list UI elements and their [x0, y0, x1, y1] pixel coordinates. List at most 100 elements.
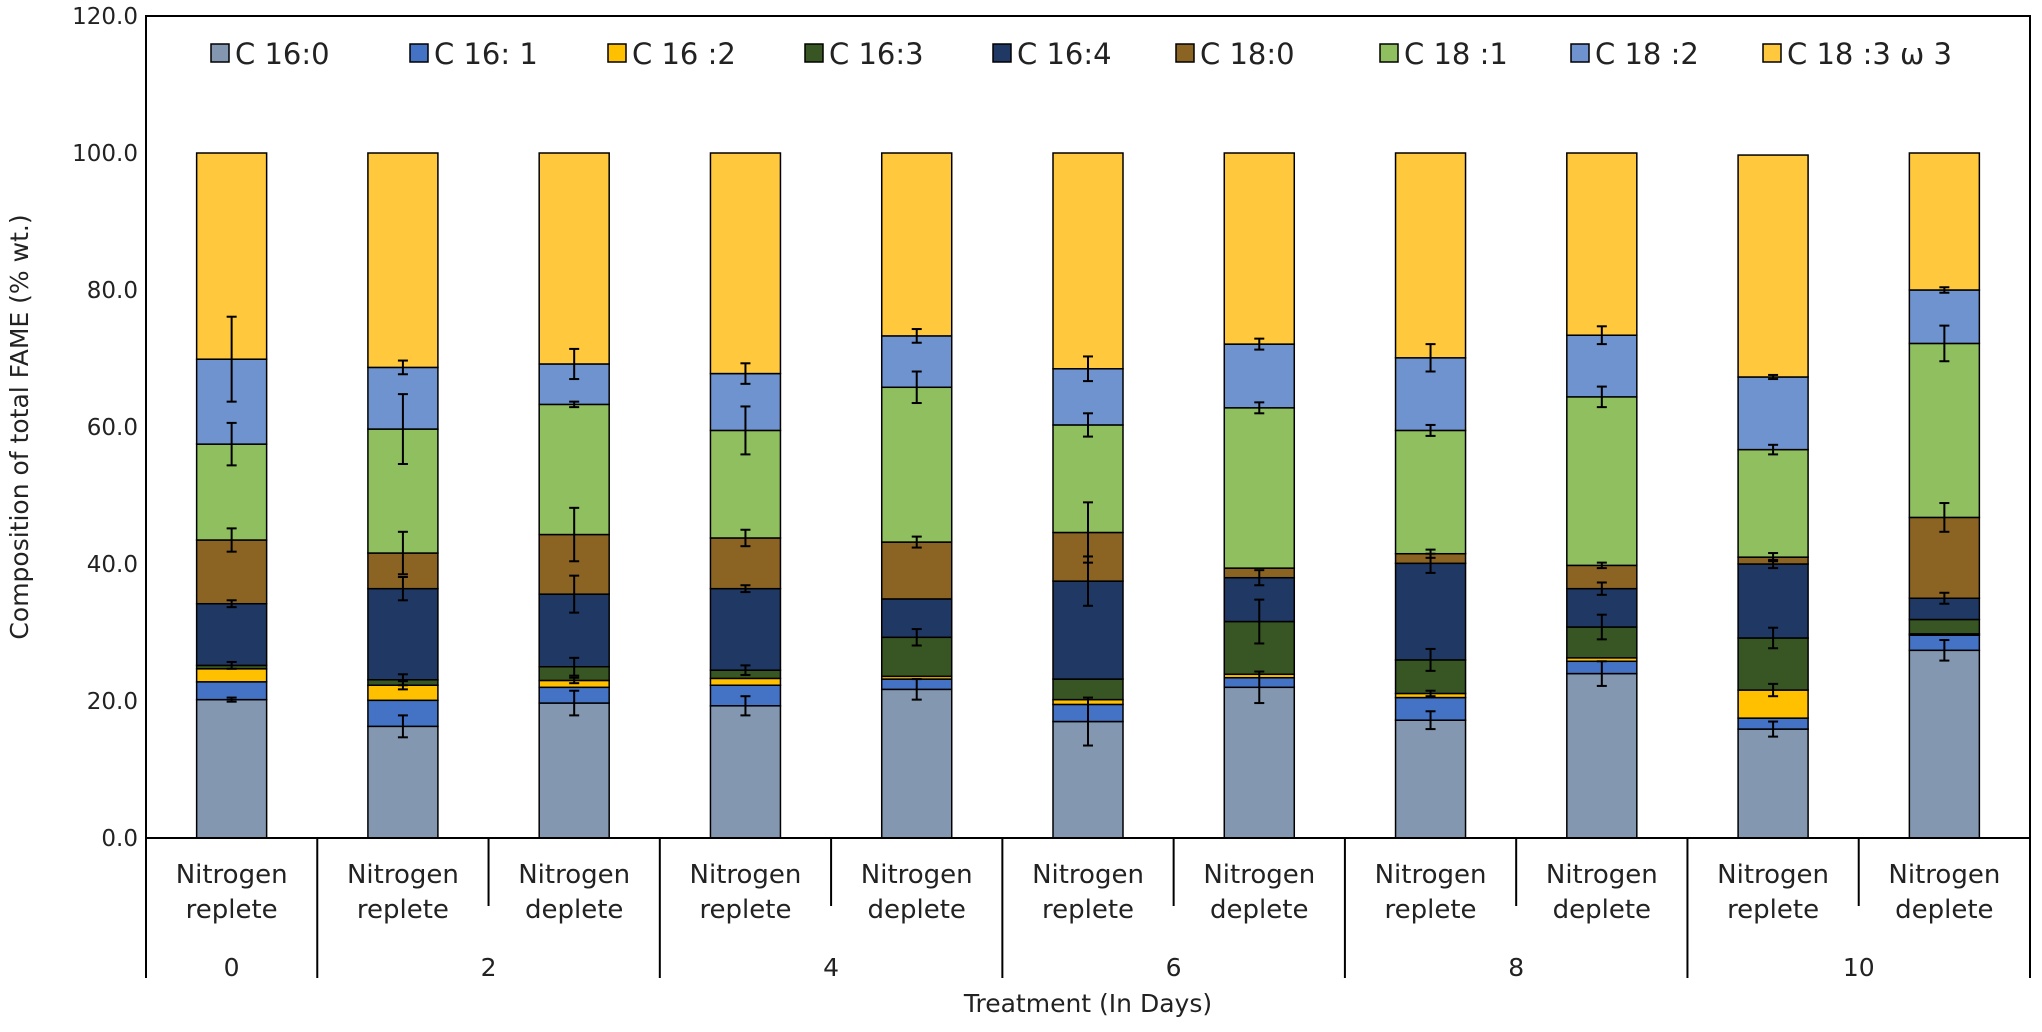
error-bars-layer [226, 286, 1950, 747]
x-category-label: deplete [868, 895, 966, 925]
bar-segment [195, 602, 268, 667]
x-category-label: Nitrogen [1203, 860, 1315, 890]
legend-swatch [210, 43, 230, 63]
legend-label: C 18:0 [1200, 37, 1295, 71]
bar-segment [1566, 672, 1638, 839]
x-category-label: Nitrogen [176, 860, 288, 890]
bar-segment [367, 725, 439, 839]
x-axis-group-labels: 0 2 4 6 8 10 [224, 953, 1875, 982]
bar-segment [709, 705, 782, 839]
x-category-label: Nitrogen [861, 860, 973, 890]
legend-label: C 18 :1 [1404, 37, 1508, 71]
x-category-label: replete [186, 895, 278, 925]
bar-segment [1908, 152, 1981, 291]
bar-segment [880, 386, 953, 543]
bar-segment [1908, 618, 1981, 635]
x-category-label: replete [357, 895, 449, 925]
legend-swatch [1762, 43, 1782, 63]
bar-segment [1052, 152, 1124, 370]
legend-swatch [409, 43, 429, 63]
bar-segment [880, 152, 953, 337]
x-group-label: 10 [1843, 953, 1875, 982]
legend-label: C 16:0 [235, 37, 330, 71]
bar-segment [1566, 152, 1638, 336]
x-category-label: deplete [1210, 895, 1308, 925]
bar-segment [1052, 678, 1124, 701]
bar-segment [880, 688, 953, 839]
bar-segment [880, 541, 953, 600]
x-category-label: replete [1727, 895, 1819, 925]
legend: C 16:0 C 16: 1 C 16 :2 C 16:3 C 16:4 C 18:0 C … [210, 37, 1952, 71]
x-category-label: deplete [1895, 895, 1993, 925]
y-tick-label: 120.0 [72, 4, 138, 30]
y-tick-label: 40.0 [87, 552, 138, 578]
y-axis-title: Composition of total FAME (% wt.) [5, 214, 34, 639]
legend-label: C 16: 1 [434, 37, 538, 71]
bars-layer [195, 152, 1981, 839]
bar-segment [538, 152, 610, 365]
bar-segment [1908, 342, 1981, 519]
bar-segment [709, 587, 782, 671]
y-tick-label: 20.0 [87, 689, 138, 715]
y-tick-label: 60.0 [87, 415, 138, 441]
x-category-label: deplete [525, 895, 623, 925]
bar-segment [1737, 448, 1809, 558]
x-group-label: 6 [1166, 953, 1182, 982]
bar-segment [1737, 563, 1809, 639]
x-category-label: Nitrogen [1717, 860, 1829, 890]
bar-segment [1394, 562, 1467, 661]
x-category-label: Nitrogen [347, 860, 459, 890]
y-tick-label: 0.0 [101, 826, 138, 852]
legend-swatch [607, 43, 627, 63]
x-group-label: 0 [224, 953, 240, 982]
x-axis-title: Treatment (In Days) [963, 989, 1212, 1018]
bar-segment [1737, 376, 1809, 451]
bar-segment [1908, 649, 1981, 839]
plot-frame [145, 15, 2031, 978]
x-category-label: deplete [1553, 895, 1651, 925]
bar-segment [1394, 152, 1467, 359]
x-category-label: Nitrogen [690, 860, 802, 890]
legend-label: C 18 :3 ω 3 [1787, 37, 1952, 71]
x-category-label: replete [699, 895, 791, 925]
legend-swatch [1379, 43, 1399, 63]
x-group-label: 8 [1508, 953, 1524, 982]
x-axis-category-labels: Nitrogen replete Nitrogen replete Nitrogen de… [176, 860, 2001, 925]
x-category-label: Nitrogen [1375, 860, 1487, 890]
x-category-label: Nitrogen [1546, 860, 1658, 890]
bar-segment [195, 698, 268, 839]
legend-label: C 16:4 [1017, 37, 1112, 71]
x-category-label: Nitrogen [1032, 860, 1144, 890]
y-tick-label: 100.0 [72, 141, 138, 167]
x-category-label: Nitrogen [1888, 860, 2000, 890]
bar-segment [1566, 396, 1638, 567]
x-category-label: Nitrogen [518, 860, 630, 890]
bar-segment [538, 702, 610, 839]
bar-segment [1394, 719, 1467, 839]
legend-label: C 16:3 [829, 37, 924, 71]
legend-label: C 18 :2 [1595, 37, 1699, 71]
bar-segment [1737, 154, 1809, 378]
bar-segment [709, 152, 782, 375]
bar-segment [1394, 429, 1467, 555]
bar-segment [367, 152, 439, 369]
bar-segment [1223, 407, 1296, 569]
y-tick-label: 80.0 [87, 278, 138, 304]
bar-segment [195, 668, 268, 683]
bar-segment [367, 587, 439, 681]
legend-swatch [1570, 43, 1590, 63]
legend-swatch [804, 43, 824, 63]
plot-border [145, 15, 2031, 839]
x-category-label: replete [1042, 895, 1134, 925]
y-axis-ticks: 0.0 20.0 40.0 60.0 80.0 100.0 120.0 [72, 4, 138, 852]
legend-label: C 16 :2 [632, 37, 736, 71]
x-group-label: 4 [823, 953, 839, 982]
legend-swatch [992, 43, 1012, 63]
bar-segment [1223, 152, 1296, 345]
legend-swatch [1175, 43, 1195, 63]
bar-segment [709, 677, 782, 686]
x-category-label: replete [1385, 895, 1477, 925]
